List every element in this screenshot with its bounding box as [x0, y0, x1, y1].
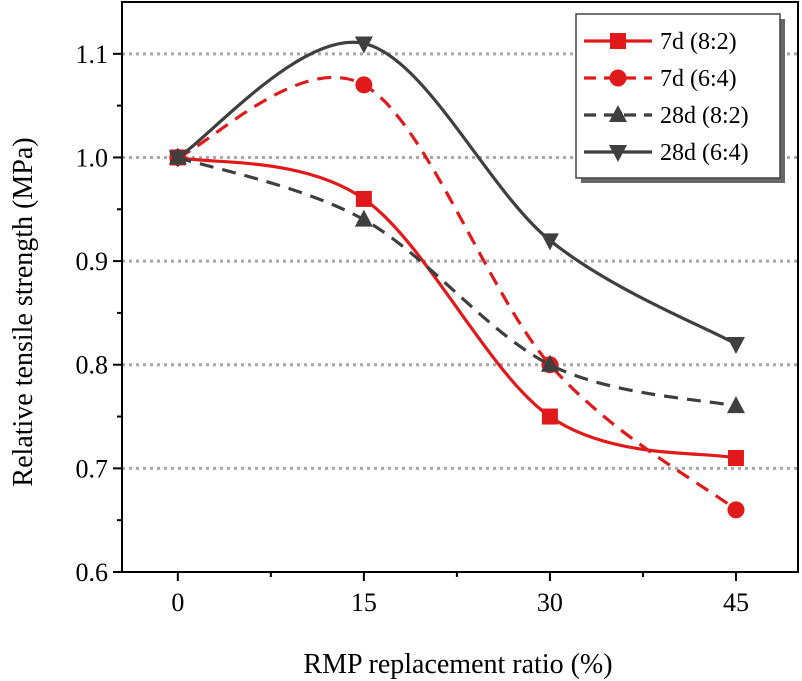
series-1-point-3: [727, 501, 745, 519]
legend-label-3: 28d (6:4): [660, 140, 749, 166]
y-tick-label-4: 1.0: [76, 143, 109, 172]
legend-marker-3: [609, 145, 627, 162]
series-line-3: [176, 40, 737, 346]
series-2-point-3: [726, 396, 745, 414]
y-tick-label-0: 0.6: [76, 558, 109, 587]
axes: [121, 1, 799, 573]
series-line-0: [177, 155, 737, 460]
series-3-point-3: [726, 337, 745, 354]
legend-marker-1: [609, 69, 627, 87]
series-0-point-1: [355, 190, 372, 207]
x-tick-label-3: 45: [723, 588, 749, 617]
series-3-point-2: [540, 233, 559, 251]
legend-item-1: 7d (6:4): [584, 66, 737, 92]
series-layer: [168, 36, 745, 519]
series-3-point-0: [168, 150, 187, 168]
legend: 7d (8:2) 7d (6:4) 28d (8:2) 28d (6:4): [575, 13, 785, 183]
x-tick-label-0: 0: [171, 588, 184, 617]
legend-item-3: 28d (6:4): [584, 140, 749, 166]
x-axis-title: RMP replacement ratio (%): [303, 649, 612, 680]
series-0-point-3: [727, 450, 744, 466]
series-3: [168, 36, 745, 354]
legend-label-1: 7d (6:4): [660, 66, 737, 92]
tick-layer: 0 15 30 45 0.6 0.7 0.8 0.9 1.0 1.1: [76, 40, 749, 617]
legend-marker-0: [610, 33, 626, 49]
plot-frame: [121, 1, 799, 573]
legend-label-0: 7d (8:2): [660, 29, 737, 55]
series-3-point-1: [354, 36, 373, 54]
grid: [122, 52, 798, 470]
series-1-point-1: [355, 76, 373, 94]
y-tick-label-3: 0.9: [76, 247, 109, 276]
legend-item-2: 28d (8:2): [584, 103, 749, 129]
legend-label-2: 28d (8:2): [660, 103, 749, 129]
y-tick-label-1: 0.7: [76, 454, 109, 483]
series-0-point-2: [541, 408, 558, 425]
x-tick-label-1: 15: [351, 588, 377, 617]
legend-item-0: 7d (8:2): [584, 29, 737, 55]
series-2: [168, 147, 745, 414]
series-line-1: [177, 76, 737, 512]
series-2-point-2: [540, 354, 559, 372]
y-tick-label-2: 0.8: [76, 351, 109, 380]
series-2-point-1: [354, 209, 373, 227]
y-axis-title: Relative tensile strength (MPa): [8, 137, 39, 486]
series-line-2: [177, 155, 737, 408]
y-tick-label-5: 1.1: [76, 40, 109, 69]
legend-marker-2: [609, 105, 627, 122]
x-tick-label-2: 30: [537, 588, 563, 617]
